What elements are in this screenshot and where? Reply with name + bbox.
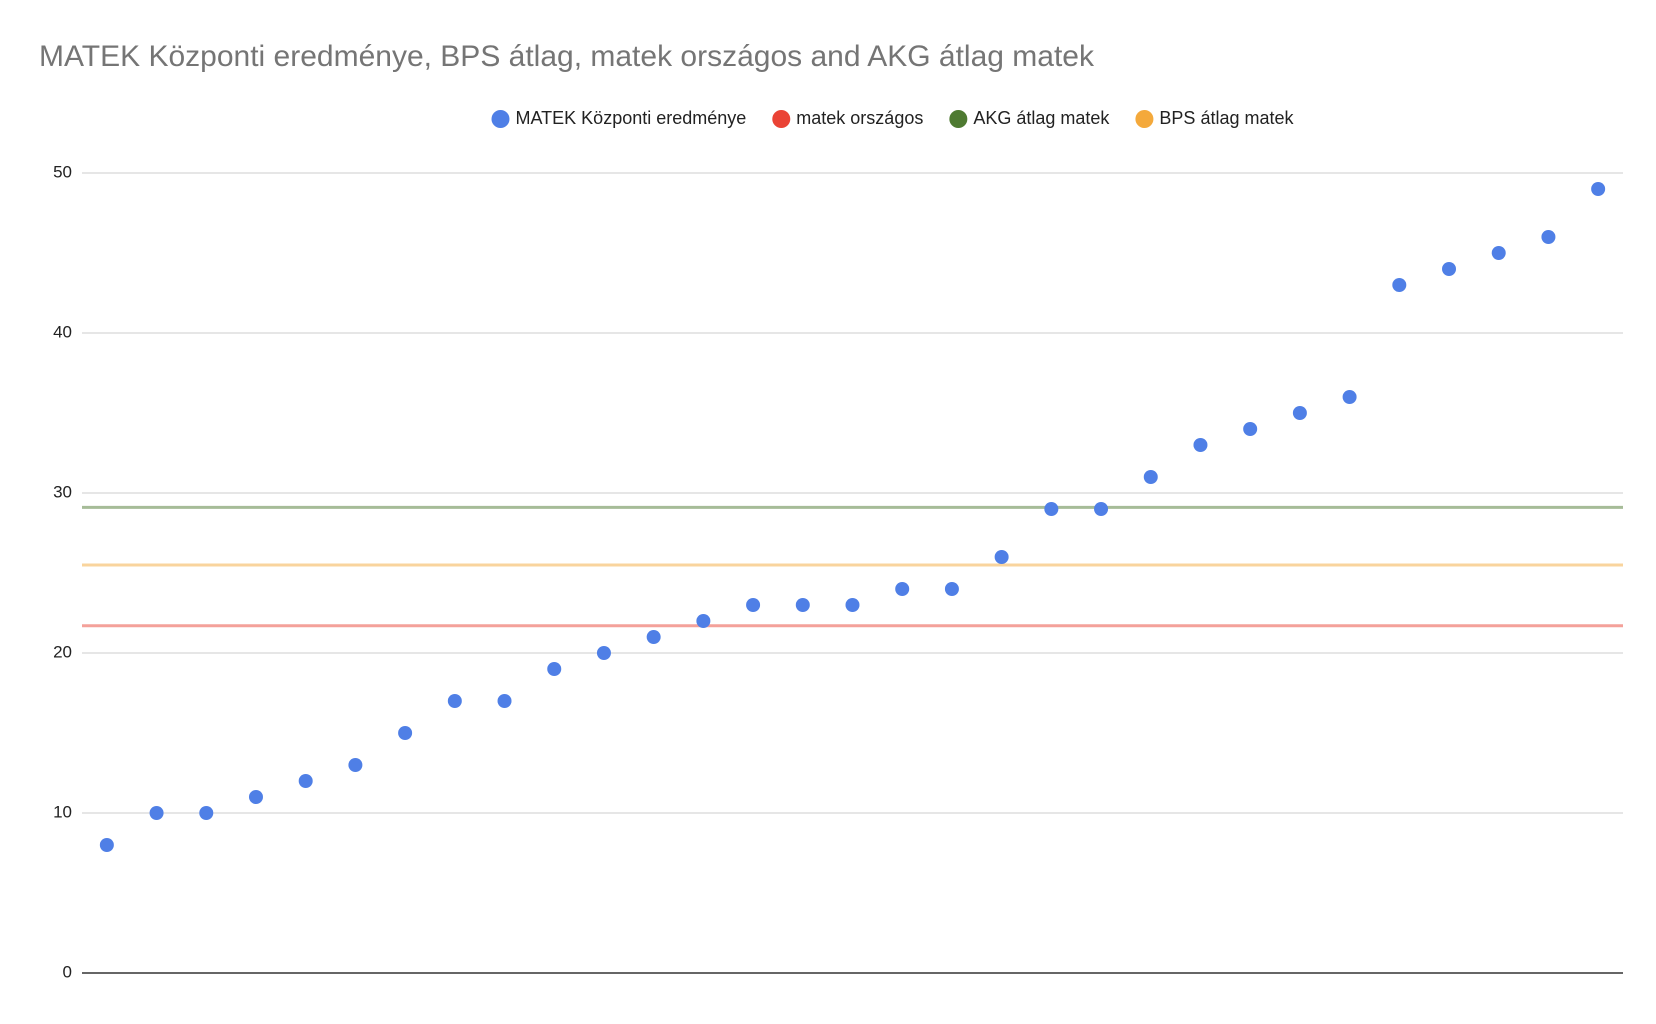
point: [497, 694, 512, 708]
point: [298, 774, 313, 788]
point: [1193, 438, 1208, 452]
legend-label: AKG átlag matek: [973, 108, 1110, 128]
y-tick-label: 10: [53, 802, 72, 821]
point: [1292, 406, 1307, 420]
point: [1044, 502, 1059, 516]
legend-marker: [949, 110, 968, 128]
point: [944, 582, 959, 596]
point: [1541, 230, 1556, 244]
point: [398, 726, 413, 740]
point: [1491, 246, 1506, 260]
legend-marker: [1135, 110, 1154, 128]
point: [149, 806, 164, 820]
point: [845, 598, 860, 612]
point: [696, 614, 711, 628]
y-tick-label: 40: [53, 322, 72, 341]
point: [994, 550, 1009, 564]
point: [1392, 278, 1407, 292]
point: [746, 598, 761, 612]
point: [1591, 182, 1606, 196]
point: [1442, 262, 1457, 276]
chart-title: MATEK Központi eredménye, BPS átlag, mat…: [39, 40, 1095, 73]
point: [547, 662, 562, 676]
point: [348, 758, 363, 772]
y-tick-label: 20: [53, 642, 72, 661]
legend-marker: [772, 110, 791, 128]
y-tick-label: 0: [63, 962, 72, 981]
y-tick-label: 50: [53, 162, 72, 181]
point: [795, 598, 810, 612]
legend-marker: [491, 110, 510, 128]
point: [596, 646, 611, 660]
point: [447, 694, 462, 708]
legend-label: matek országos: [796, 108, 923, 128]
legend-label: MATEK Központi eredménye: [516, 108, 747, 128]
point: [1143, 470, 1158, 484]
point: [99, 838, 114, 852]
point: [646, 630, 661, 644]
point: [895, 582, 910, 596]
point: [1094, 502, 1109, 516]
y-tick-label: 30: [53, 482, 72, 501]
point: [1243, 422, 1258, 436]
legend-label: BPS átlag matek: [1159, 108, 1294, 128]
point: [248, 790, 263, 804]
point: [199, 806, 214, 820]
point: [1342, 390, 1357, 404]
